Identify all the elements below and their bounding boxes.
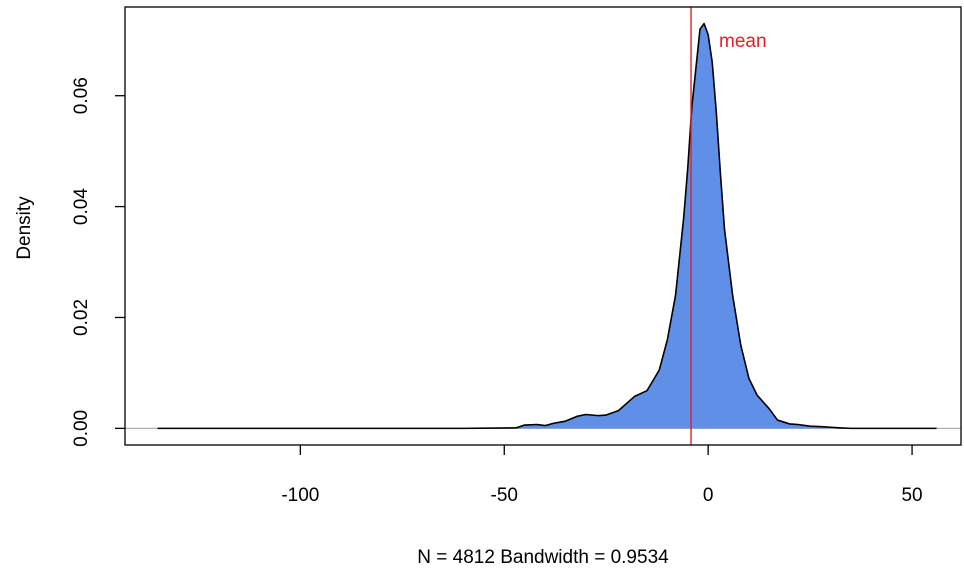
x-tick-label: 50	[901, 485, 922, 506]
y-tick-label: 0.02	[71, 299, 92, 336]
x-axis-label: N = 4812 Bandwidth = 0.9534	[417, 547, 669, 568]
y-tick-label: 0.04	[71, 188, 92, 225]
density-line	[157, 22, 937, 430]
plot-area: mean	[125, 7, 961, 445]
x-tick-label: 0	[703, 485, 714, 506]
plot-frame	[124, 6, 962, 446]
y-axis-label: Density	[14, 196, 35, 260]
y-tick-label: 0.00	[71, 410, 92, 447]
x-tick-label: -100	[281, 485, 319, 506]
x-tick-label: -50	[491, 485, 518, 506]
axes: -100 -50 0 50 0.00 0.02 0.04 0.06	[71, 6, 962, 506]
density-fill	[157, 23, 937, 429]
mean-label: mean	[719, 31, 767, 52]
y-tick-label: 0.06	[71, 77, 92, 114]
